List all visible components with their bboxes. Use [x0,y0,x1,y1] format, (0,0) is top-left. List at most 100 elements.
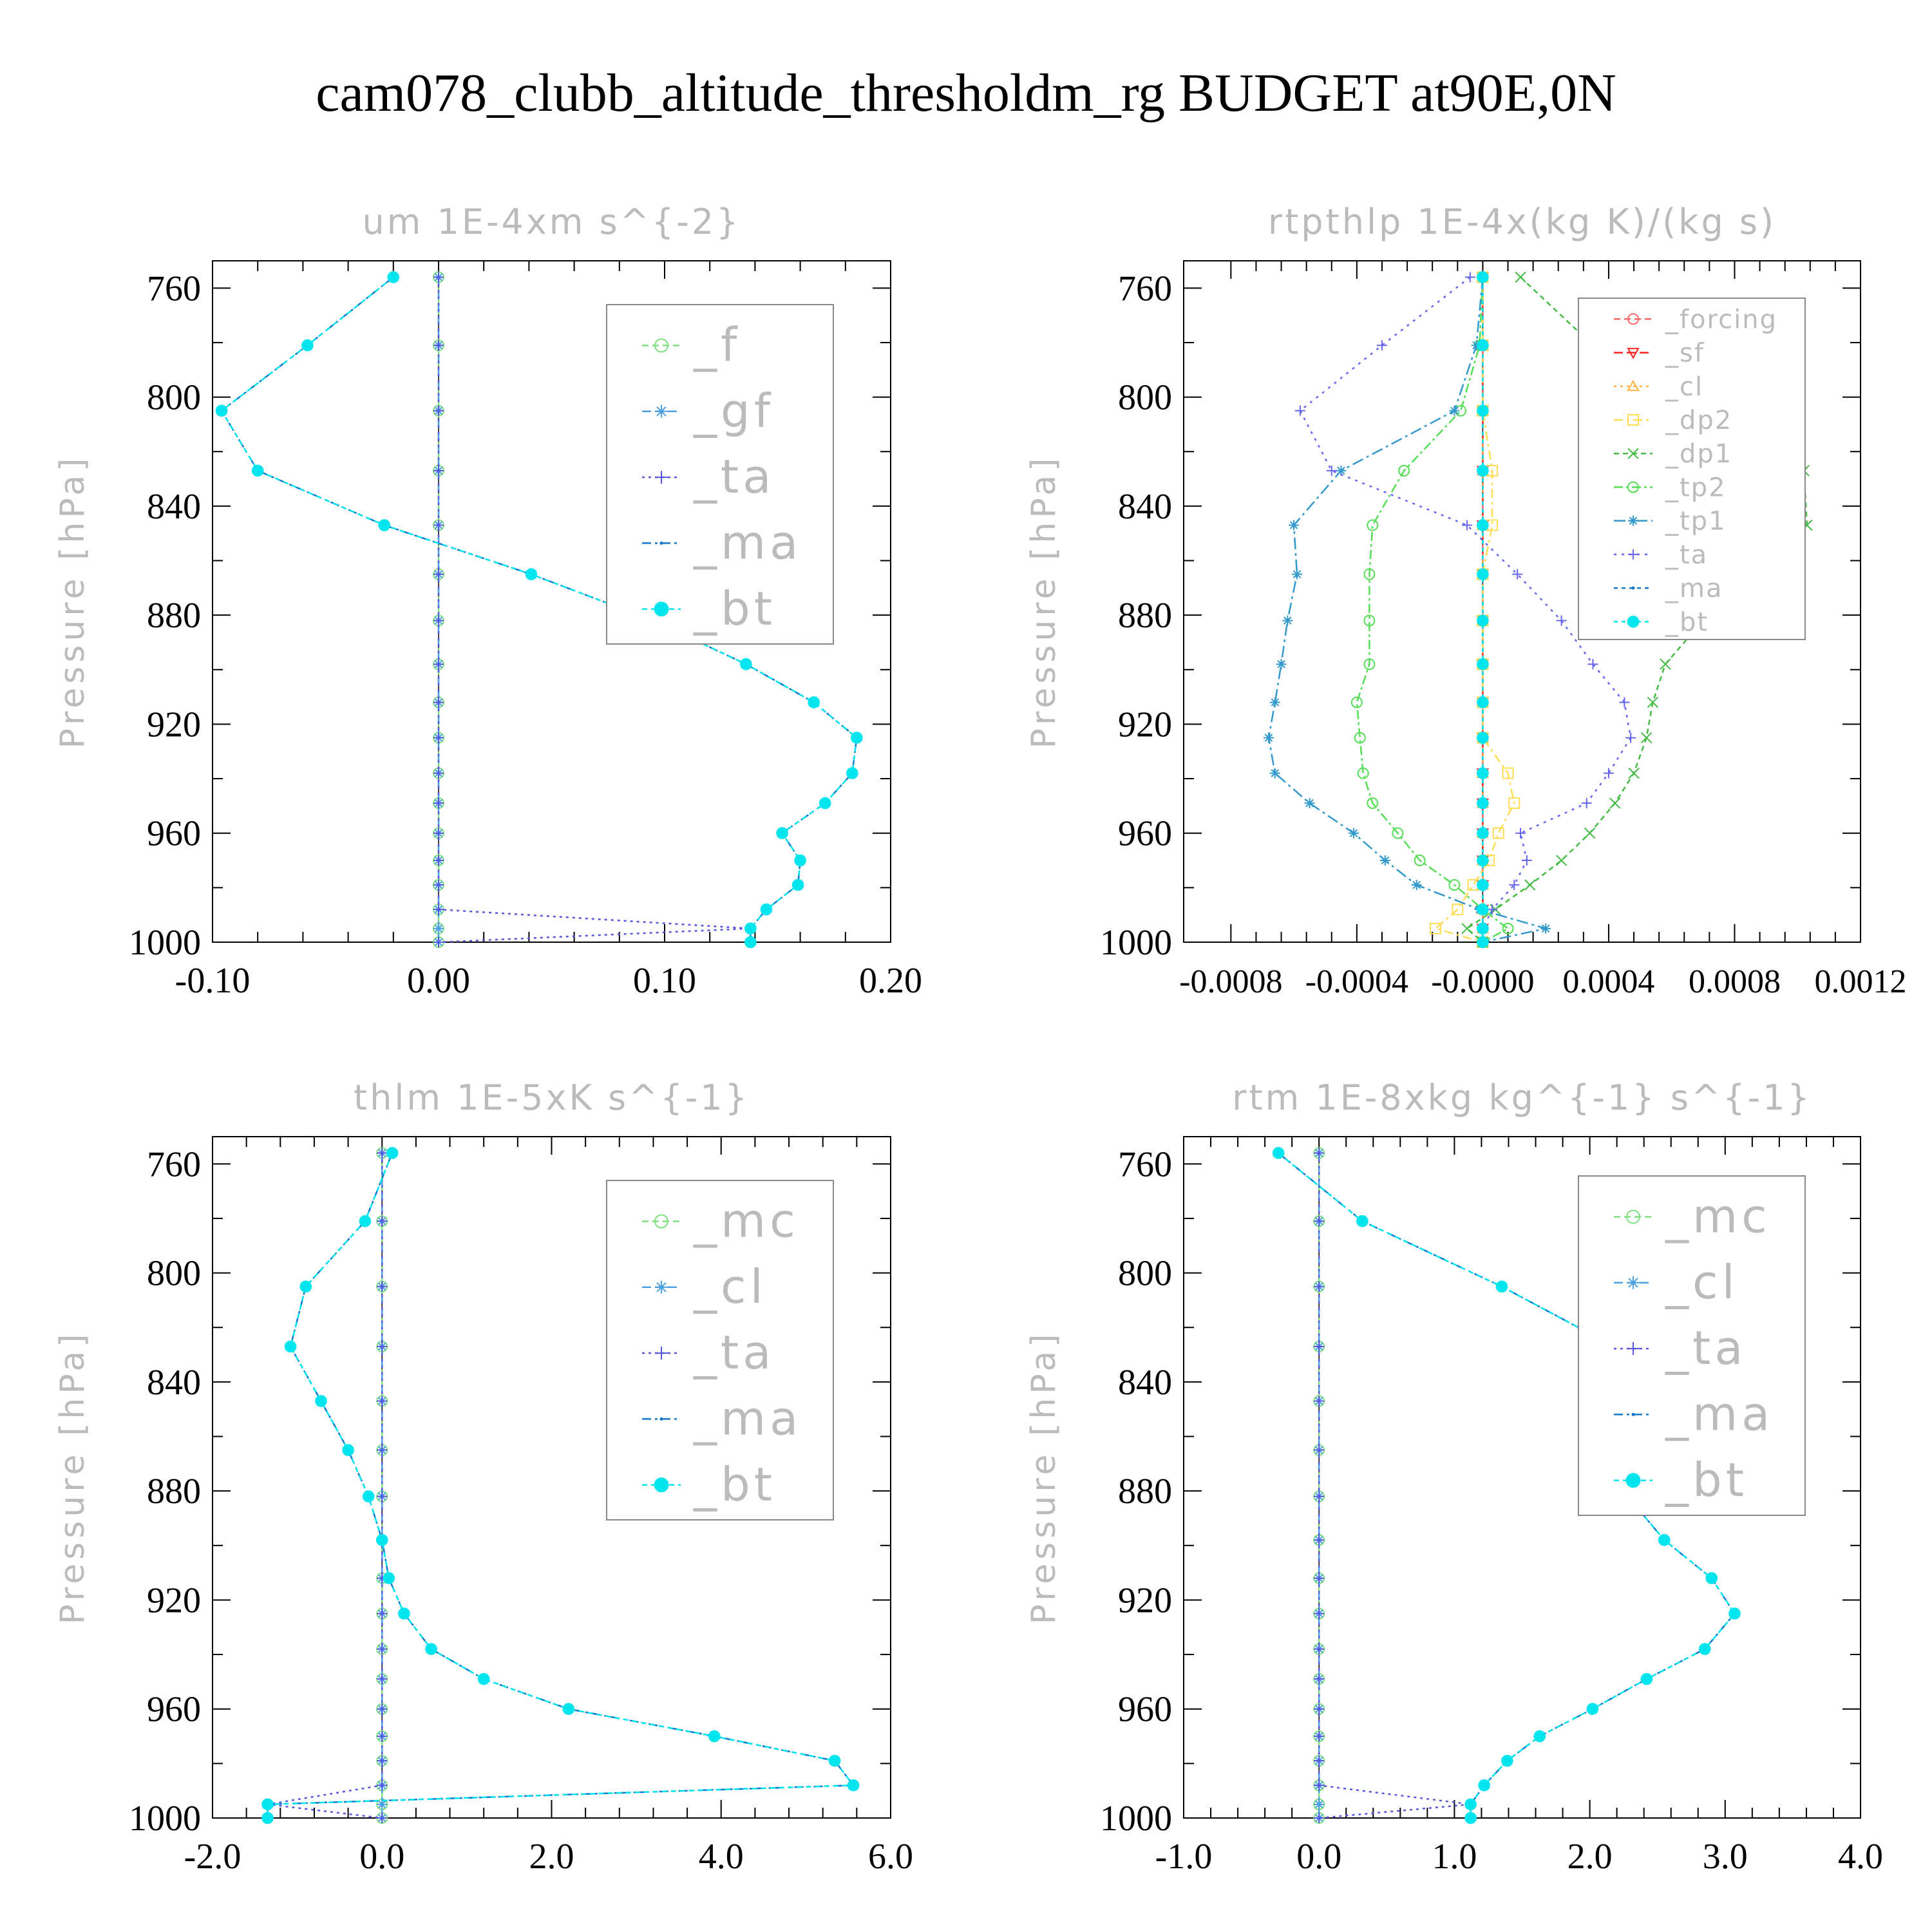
legend-swatch-marker [1628,549,1638,560]
data-point [1314,1643,1325,1654]
data-point [1282,615,1293,626]
data-point [1477,797,1489,810]
y-tick-label: 920 [1118,705,1172,744]
series-bt [1477,271,1489,949]
data-point [1477,903,1489,916]
data-point [433,405,444,416]
legend-item: _mc [1614,1189,1767,1243]
x-tick-label: 4.0 [1838,1837,1883,1877]
data-point [1356,1215,1368,1227]
data-point [1314,1491,1325,1502]
legend-swatch-marker [1631,586,1635,590]
series-ta [262,1148,388,1823]
data-point [377,1799,388,1810]
y-tick-label: 760 [147,1144,201,1184]
data-point [1398,464,1410,477]
data-point [301,339,314,352]
data-point [1587,659,1598,670]
data-point [1495,1280,1508,1293]
legend-swatch-marker [1627,379,1640,392]
series-tp2 [1350,271,1514,948]
x-tick-label: 2.0 [529,1837,574,1877]
legend-swatch-marker [654,338,668,353]
data-point [1354,732,1366,744]
legend-swatch-marker [1625,1473,1641,1488]
data-point [1314,1341,1325,1352]
legend-item: _ma [1614,574,1723,603]
data-point [1314,1148,1325,1159]
legend-item: _ma [1614,1387,1770,1441]
data-point [1477,519,1489,531]
data-point [1705,1572,1718,1584]
legend-label: _dp1 [1665,439,1732,469]
data-point [1314,1535,1325,1546]
data-point [377,1216,388,1227]
data-point [760,903,773,916]
y-tick-label: 840 [1118,1363,1172,1403]
data-point [1477,339,1489,352]
legend-label: _bt [1665,607,1709,637]
y-tick-label: 880 [1118,596,1172,636]
data-point [342,1444,354,1456]
data-point [1477,732,1489,744]
legend-swatch-marker [654,1214,668,1229]
y-tick-label: 840 [147,1363,201,1403]
x-tick-label: 0.0 [359,1837,404,1877]
data-point [477,1672,490,1685]
legend-swatch-marker [654,1477,669,1493]
data-point [377,1608,388,1619]
data-point [386,1147,399,1159]
data-point [433,465,444,476]
y-axis-label: Pressure [hPa] [53,455,92,749]
legend-item: _ta [1614,1321,1747,1375]
data-point [383,1572,395,1584]
y-axis-label: Pressure [hPa] [1025,455,1063,749]
legend-swatch-marker [659,541,663,545]
panel-title: rtpthlp 1E-4x(kg K)/(kg s) [1268,202,1776,242]
data-point [433,768,444,779]
legend-swatch-marker [655,471,668,484]
x-tick-label: 1.0 [1432,1837,1477,1877]
data-point [433,659,444,670]
x-tick-label: 0.0004 [1562,963,1654,1000]
legend-label: _cl [1665,372,1703,402]
data-point [1625,732,1636,743]
y-tick-label: 800 [1118,378,1172,418]
legend: _mc _cl _ta _ma _bt [1578,1175,1806,1516]
data-point [433,520,444,531]
data-point [1314,1780,1325,1791]
legend-swatch-marker [1627,348,1640,359]
data-point [1581,798,1592,809]
data-point [1411,880,1422,891]
data-point [1314,1573,1325,1584]
legend-item: _bt [1614,607,1709,637]
series-line [220,276,858,942]
legend-item: _tp1 [1614,507,1725,536]
chart-panel-4: rtm 1E-8xkg kg^{-1} s^{-1} Pressure [hPa]… [1025,1077,1883,1877]
data-point [1540,923,1551,934]
series-line [1318,1153,1471,1819]
x-tick-label: -1.0 [1155,1837,1213,1877]
data-point [1348,828,1359,838]
legend-label: _ta [1665,1321,1747,1375]
legend-box [1578,1175,1806,1516]
chart-panel-1: um 1E-4xm s^{-2} Pressure [hPa] 760 800 840 8… [53,202,922,1001]
data-point [1487,904,1498,915]
series-ta [1314,1148,1476,1823]
data-point [1477,767,1489,779]
data-point [377,1148,388,1159]
data-point [1584,828,1596,839]
x-tick-label: -0.10 [175,961,251,1001]
legend-item: _ta [642,1325,771,1379]
series-bt [261,1147,860,1824]
y-tick-label: 800 [1118,1254,1172,1294]
series-tp1 [1263,272,1551,947]
legend-swatch-marker [1626,1209,1640,1224]
data-point [433,732,444,743]
data-point [1461,520,1472,531]
legend-label: _ma [1665,574,1723,603]
legend-swatch-marker [655,404,668,418]
legend-label: _dp2 [1665,406,1732,435]
x-tick-label: 2.0 [1567,1837,1613,1877]
